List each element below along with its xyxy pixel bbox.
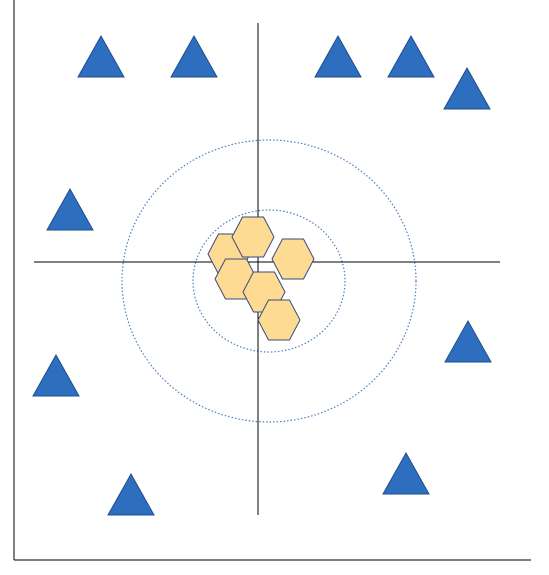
concentric-rings — [121, 139, 417, 423]
triangle-icon — [382, 451, 430, 495]
frame — [13, 0, 531, 561]
triangle-icon — [107, 472, 155, 516]
triangle-icon — [444, 319, 492, 363]
crosshair-axes — [34, 23, 500, 515]
triangle-icon — [314, 34, 362, 78]
triangle-icon — [32, 353, 80, 397]
triangle-icon — [170, 34, 218, 78]
hexagon-icon — [257, 299, 301, 341]
triangle-icon — [77, 34, 125, 78]
triangle-icon — [387, 34, 435, 78]
hexagon-icon — [231, 216, 275, 258]
triangle-group — [32, 34, 492, 516]
hexagon-icon — [271, 238, 315, 280]
outer-ring — [121, 139, 417, 423]
hexagon-cluster — [207, 216, 315, 341]
triangle-icon — [46, 187, 94, 231]
triangle-icon — [443, 66, 491, 110]
inner-ring — [192, 209, 346, 353]
